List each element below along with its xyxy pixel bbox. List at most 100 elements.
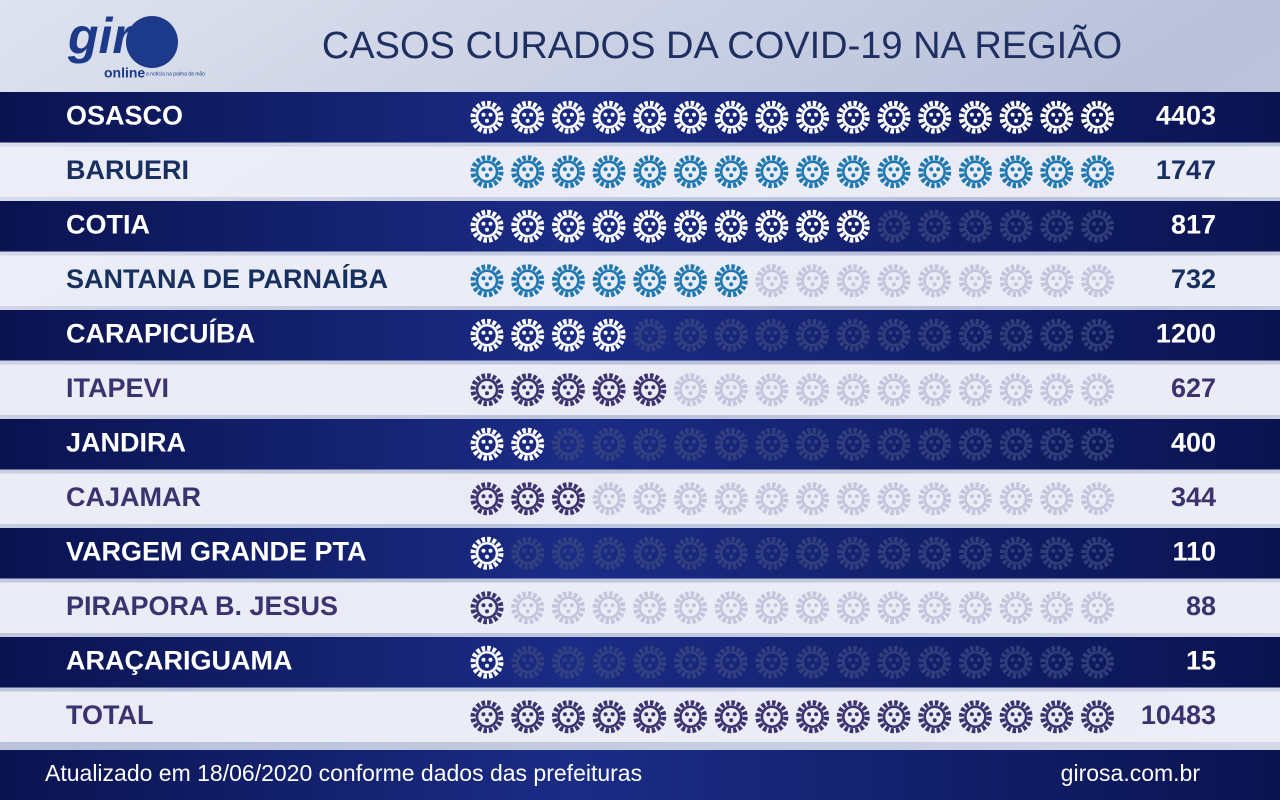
icon bbox=[511, 591, 545, 625]
icon-dot bbox=[644, 657, 649, 662]
icon-ring bbox=[801, 596, 824, 620]
icon bbox=[918, 100, 952, 134]
icon-spikes bbox=[674, 482, 707, 516]
icon-spikes bbox=[592, 100, 626, 134]
icon-dot bbox=[936, 712, 941, 717]
icon-ring bbox=[597, 105, 621, 129]
icon-spikes bbox=[674, 264, 707, 298]
category-label: VARGEM GRANDE PTA bbox=[66, 536, 367, 566]
icon-dot bbox=[851, 554, 856, 559]
icon-dot bbox=[725, 657, 730, 662]
icon-dot bbox=[1010, 385, 1015, 390]
icon-dot bbox=[936, 330, 941, 335]
icon-dot bbox=[566, 227, 571, 232]
row: SANTANA DE PARNAÍBA 732 bbox=[0, 255, 1280, 306]
icon-dot bbox=[1051, 548, 1056, 553]
icon-dot bbox=[522, 657, 527, 662]
icon-dot bbox=[1017, 276, 1022, 281]
icon-dot bbox=[1054, 554, 1059, 559]
icon-ring bbox=[882, 705, 906, 729]
icon-ring bbox=[760, 487, 784, 511]
icon bbox=[877, 482, 911, 516]
icon-spikes bbox=[470, 373, 504, 407]
icon-dot bbox=[688, 336, 693, 341]
icon-dot bbox=[807, 276, 812, 281]
icon-spikes bbox=[755, 318, 789, 352]
value-label: 15 bbox=[1186, 645, 1216, 675]
icon-dot bbox=[851, 718, 856, 723]
icon-dot bbox=[1092, 657, 1096, 662]
icon-dot bbox=[976, 657, 981, 662]
icon-dot bbox=[973, 282, 978, 287]
icon-spikes bbox=[511, 373, 545, 407]
icon-dot bbox=[1092, 494, 1096, 499]
icon-dot bbox=[529, 439, 534, 444]
icon-spikes bbox=[1081, 373, 1114, 407]
icon-ring bbox=[679, 323, 702, 347]
icon-dot bbox=[685, 494, 689, 499]
icon-ring bbox=[882, 650, 906, 674]
icon-dot bbox=[1058, 330, 1063, 335]
icon-dot bbox=[1092, 330, 1096, 335]
icon bbox=[633, 155, 667, 189]
icon-spikes bbox=[551, 373, 585, 407]
icon-dot bbox=[769, 609, 774, 614]
icon-ring bbox=[1086, 432, 1109, 456]
icon-dot bbox=[1051, 112, 1056, 117]
icon-dot bbox=[929, 603, 934, 608]
icon-dot bbox=[807, 657, 812, 662]
icon-spikes bbox=[836, 373, 870, 407]
icon-spikes bbox=[714, 645, 748, 679]
icon-dot bbox=[854, 548, 859, 553]
icon-dot bbox=[973, 173, 978, 178]
icon-dot bbox=[976, 439, 981, 444]
icon-dot bbox=[969, 712, 974, 717]
icon-dot bbox=[847, 112, 852, 117]
icon-dot bbox=[685, 221, 689, 226]
value-label: 88 bbox=[1186, 591, 1216, 621]
icon-dot bbox=[566, 609, 571, 614]
value-label: 4403 bbox=[1156, 100, 1216, 130]
icon-dot bbox=[1054, 663, 1059, 668]
icon-dot bbox=[1099, 603, 1103, 608]
icon-dot bbox=[688, 663, 693, 668]
icon-dot bbox=[1099, 548, 1103, 553]
icon-ring bbox=[719, 541, 743, 565]
icon-ring bbox=[719, 105, 743, 129]
icon bbox=[796, 536, 830, 570]
icon-dot bbox=[1092, 276, 1096, 281]
icon-spikes bbox=[511, 700, 545, 734]
icon-ring bbox=[923, 105, 947, 129]
icon-spikes bbox=[470, 427, 504, 461]
icon-dot bbox=[569, 494, 574, 499]
icon-dot bbox=[488, 657, 493, 662]
icon-ring bbox=[760, 650, 784, 674]
icon-dot bbox=[1010, 712, 1015, 717]
icon-dot bbox=[644, 385, 649, 390]
icon-ring bbox=[1045, 214, 1069, 238]
icon-dot bbox=[610, 494, 615, 499]
icon-ring bbox=[964, 105, 987, 129]
icon-ring bbox=[841, 378, 865, 402]
icon-dot bbox=[888, 603, 893, 608]
icon-spikes bbox=[1081, 209, 1114, 243]
icon-dot bbox=[1058, 439, 1063, 444]
icon bbox=[1081, 700, 1114, 734]
icon bbox=[714, 591, 748, 625]
icon-dot bbox=[562, 657, 567, 662]
icon bbox=[470, 536, 504, 570]
icon-dot bbox=[1010, 330, 1015, 335]
icon bbox=[511, 155, 545, 189]
icon-dot bbox=[810, 227, 815, 232]
icon-ring bbox=[1086, 214, 1109, 238]
icon-ring bbox=[923, 378, 947, 402]
icon-spikes bbox=[633, 264, 667, 298]
icon-dot bbox=[976, 494, 981, 499]
icon-dot bbox=[1058, 494, 1063, 499]
icon-dot bbox=[569, 603, 574, 608]
icon bbox=[1040, 536, 1074, 570]
category-label: OSASCO bbox=[66, 100, 183, 130]
icon-ring bbox=[841, 160, 865, 184]
icon-dot bbox=[485, 663, 489, 668]
icon-ring bbox=[1045, 432, 1069, 456]
